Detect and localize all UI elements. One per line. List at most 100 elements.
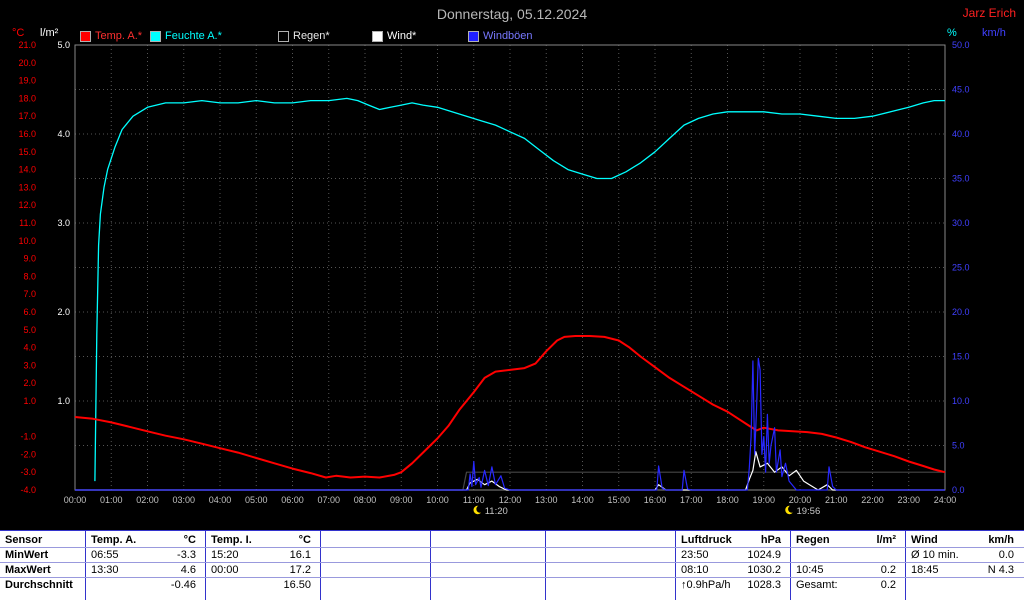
time-axis-tick: 23:00	[897, 495, 920, 505]
temp-axis-tick: 13.0	[18, 182, 36, 192]
min-value-wind: 0.0	[905, 549, 1014, 562]
time-axis-tick: 04:00	[209, 495, 232, 505]
moon-icon-mask	[788, 505, 796, 513]
wind-axis-tick: 50.0	[952, 40, 970, 50]
rain-axis-tick: 1.0	[57, 396, 70, 406]
table-row-divider	[0, 562, 1024, 563]
temp-axis-tick: 11.0	[19, 218, 36, 228]
temp-axis-tick: 2.0	[23, 378, 36, 388]
time-axis-tick: 20:00	[789, 495, 812, 505]
row-label-durchschnitt: Durchschnitt	[5, 579, 73, 592]
min-value-temp-i-: 16.1	[205, 549, 311, 562]
table-column-divider	[675, 530, 676, 600]
temp-axis-tick: 17.0	[18, 111, 36, 121]
col-unit-wind: km/h	[905, 534, 1014, 547]
wind-axis-tick: 0.0	[952, 485, 965, 495]
time-axis-tick: 19:00	[752, 495, 775, 505]
wind-axis-tick: 25.0	[952, 263, 970, 273]
wind-axis-tick: 15.0	[952, 352, 970, 362]
time-axis-tick: 13:00	[535, 495, 558, 505]
time-axis-tick: 00:00	[64, 495, 87, 505]
table-column-divider	[85, 530, 86, 600]
table-column-divider	[905, 530, 906, 600]
temp-axis-tick: 20.0	[18, 58, 36, 68]
moon-marker-time: 19:56	[796, 506, 820, 517]
time-axis-tick: 16:00	[644, 495, 667, 505]
temp-axis-tick: -4.0	[20, 485, 36, 495]
temp-axis-tick: 12.0	[18, 200, 36, 210]
min-value-luftdruck: 1024.9	[675, 549, 781, 562]
row-label-minwert: MinWert	[5, 549, 48, 562]
temp-axis-tick: 10.0	[18, 236, 36, 246]
wind-axis-tick: 5.0	[952, 441, 965, 451]
temp-axis-tick: 14.0	[18, 165, 36, 175]
weather-app-window: { "window": { "title": "Donnerstag, 05.1…	[0, 0, 1024, 600]
max-value-regen: 0.2	[790, 564, 896, 577]
rain-axis-tick: 3.0	[57, 218, 70, 228]
temp-axis-tick: 3.0	[23, 360, 36, 370]
temp-axis-tick: 6.0	[23, 307, 36, 317]
row-label-sensor: Sensor	[5, 534, 42, 547]
avg-value-regen: 0.2	[790, 579, 896, 592]
rain-axis-tick: 4.0	[57, 129, 70, 139]
time-axis-tick: 22:00	[861, 495, 884, 505]
time-axis-tick: 07:00	[317, 495, 340, 505]
wind-axis-tick: 40.0	[952, 129, 970, 139]
temp-axis-tick: 19.0	[18, 76, 36, 86]
avg-value-temp-a-: -0.46	[85, 579, 196, 592]
stats-table: SensorMinWertMaxWertDurchschnittTemp. A.…	[0, 530, 1024, 600]
table-column-divider	[430, 530, 431, 600]
wind-axis-tick: 20.0	[952, 307, 970, 317]
temp-axis-tick: 15.0	[18, 147, 36, 157]
rain-axis-tick: 2.0	[57, 307, 70, 317]
table-column-divider	[545, 530, 546, 600]
time-axis-tick: 08:00	[354, 495, 377, 505]
time-axis-tick: 10:00	[426, 495, 449, 505]
temp-axis-tick: 4.0	[23, 343, 36, 353]
avg-value-temp-i-: 16.50	[205, 579, 311, 592]
table-column-divider	[790, 530, 791, 600]
time-axis-tick: 03:00	[172, 495, 195, 505]
temp-axis-tick: 16.0	[18, 129, 36, 139]
time-axis-tick: 05:00	[245, 495, 268, 505]
temp-axis-tick: -1.0	[20, 432, 36, 442]
time-axis-tick: 15:00	[607, 495, 630, 505]
plot-border	[75, 45, 945, 490]
time-axis-tick: 06:00	[281, 495, 304, 505]
wind-axis-tick: 10.0	[952, 396, 970, 406]
table-row-divider	[0, 577, 1024, 578]
wind-axis-tick: 35.0	[952, 174, 970, 184]
avg-value-luftdruck: 1028.3	[675, 579, 781, 592]
moon-marker-time: 11:20	[485, 506, 508, 517]
temp-axis-tick: 7.0	[23, 289, 36, 299]
wind-axis-tick: 30.0	[952, 218, 970, 228]
rain-axis-tick: 5.0	[57, 40, 70, 50]
time-axis-tick: 21:00	[825, 495, 848, 505]
max-value-temp-a-: 4.6	[85, 564, 196, 577]
temp-axis-tick: 1.0	[23, 396, 36, 406]
col-unit-temp-i-: °C	[205, 534, 311, 547]
time-axis-tick: 09:00	[390, 495, 413, 505]
table-top-border	[0, 530, 1024, 531]
col-unit-luftdruck: hPa	[675, 534, 781, 547]
temp-axis-tick: -2.0	[20, 449, 36, 459]
temp-axis-tick: 21.0	[18, 40, 36, 50]
series-windboeen	[75, 358, 945, 490]
series-feuchte_a	[95, 98, 945, 481]
max-value-temp-i-: 17.2	[205, 564, 311, 577]
time-axis-tick: 01:00	[100, 495, 123, 505]
temp-axis-tick: 18.0	[18, 93, 36, 103]
moon-icon-mask	[476, 505, 484, 513]
temp-axis-tick: 9.0	[23, 254, 36, 264]
wind-axis-tick: 45.0	[952, 85, 970, 95]
time-axis-tick: 11:00	[463, 495, 485, 505]
table-row-divider	[0, 547, 1024, 548]
time-axis-tick: 02:00	[136, 495, 159, 505]
time-axis-tick: 24:00	[934, 495, 957, 505]
time-axis-tick: 12:00	[499, 495, 522, 505]
min-value-temp-a-: -3.3	[85, 549, 196, 562]
time-axis-tick: 18:00	[716, 495, 739, 505]
weather-chart[interactable]: 21.0 20.0 19.0 18.0 17.0 16.0 15.0 14.0 13.0 12.0…	[0, 0, 1024, 530]
temp-axis-tick: -3.0	[20, 467, 36, 477]
chart-panel: Donnerstag, 05.12.2024 Jarz Erich °C l/m…	[0, 0, 1024, 530]
